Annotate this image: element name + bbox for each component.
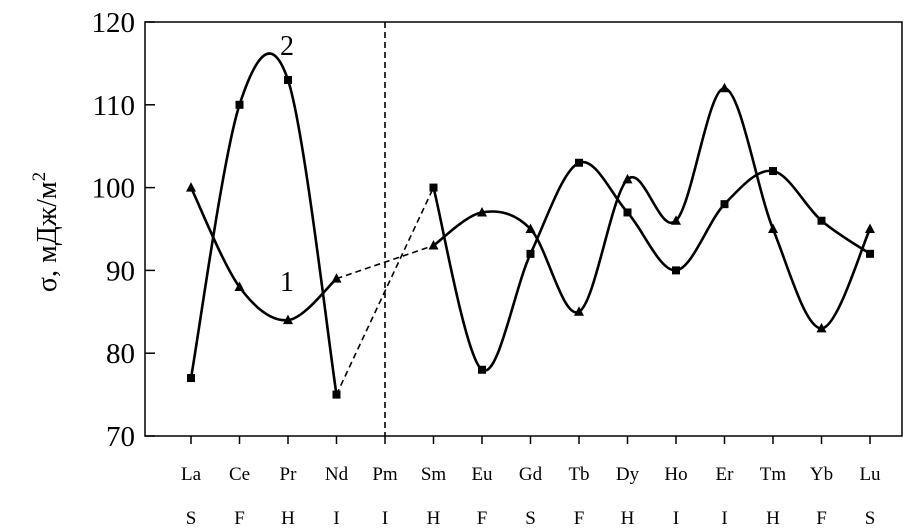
x-sublabel-0: S: [186, 508, 197, 529]
x-sublabel-14: S: [865, 508, 876, 529]
x-tick-label-11: Er: [716, 464, 735, 485]
x-tick-label-14: Lu: [859, 464, 881, 485]
x-tick-label-2: Pr: [280, 464, 298, 485]
y-axis-ticks: 70 80 90 100 110 120: [92, 7, 155, 453]
series-2-line-0: [189, 52, 338, 396]
series-1-point-Ce: [234, 281, 245, 291]
x-sublabel-12: H: [766, 508, 780, 529]
series-2-gap-link: [335, 187, 435, 395]
series-2-point-Er: [720, 200, 729, 209]
x-tick-label-4: Pm: [372, 464, 398, 485]
series-1-label: 1: [280, 267, 294, 298]
series-2-point-Gd: [526, 249, 535, 258]
y-tick-label-2: 90: [106, 255, 135, 287]
series-2-point-Tm: [769, 167, 777, 176]
series-2-label: 2: [280, 31, 294, 62]
x-sublabel-3: I: [333, 508, 339, 529]
series-1-point-Gd: [525, 223, 536, 233]
x-tick-label-1: Ce: [229, 464, 250, 485]
x-axis-labels: La Ce Pr Nd Pm Sm Eu Gd Tb Dy Ho Er Tm Yb Lu: [181, 464, 881, 485]
x-tick-label-13: Yb: [810, 464, 833, 485]
x-sublabel-1: F: [234, 508, 245, 529]
series-1-point-Tb: [574, 306, 584, 316]
plot-frame: [144, 21, 903, 437]
series-1-point-Nd: [331, 273, 342, 283]
x-sublabel-5: H: [427, 508, 441, 529]
y-axis-label-text: σ, мДж/м: [32, 181, 63, 292]
series-2-point-Ho: [672, 266, 680, 275]
series-2-line-1: [432, 160, 872, 372]
series-2-point-Ce: [235, 100, 244, 109]
series-2-point-Lu: [866, 249, 874, 258]
x-sublabel-2: H: [281, 508, 295, 529]
x-sublabel-13: F: [816, 508, 827, 529]
series-2-point-Tb: [575, 158, 583, 167]
series-1-point-Ho: [671, 215, 681, 225]
x-sublabel-4: I: [382, 508, 388, 529]
x-sublabel-11: I: [721, 508, 727, 529]
series-1-point-Dy: [622, 173, 633, 184]
x-tick-label-10: Ho: [664, 464, 687, 485]
y-tick-label-1: 80: [106, 338, 135, 370]
data-markers: [186, 75, 875, 399]
series-1-point-La: [186, 182, 196, 192]
y-tick-label-0: 70: [106, 421, 135, 453]
series-1-point-Pr: [283, 314, 293, 325]
series-1-line-0: [189, 186, 338, 322]
x-sublabel-10: I: [673, 508, 679, 529]
series-1-line-1: [432, 86, 872, 330]
y-axis-label-superscript: 2: [29, 172, 50, 182]
x-tick-label-6: Eu: [471, 464, 493, 485]
y-tick-label-4: 110: [93, 90, 135, 122]
series-2-point-Dy: [623, 208, 632, 217]
series-1-gap-link: [336, 244, 434, 280]
x-tick-label-8: Tb: [568, 464, 589, 485]
x-axis-ticks: [190, 436, 871, 444]
series-1-point-Lu: [865, 223, 875, 233]
y-tick-label-3: 100: [92, 173, 136, 205]
series-1-point-Sm: [428, 240, 439, 250]
series-2-point-Eu: [478, 365, 486, 374]
x-tick-label-7: Gd: [519, 464, 543, 485]
series-2-point-Nd: [332, 390, 341, 399]
series-1-point-Eu: [477, 206, 487, 217]
series-2-point-Pr: [284, 75, 292, 84]
x-sublabel-9: H: [621, 508, 635, 529]
x-tick-label-9: Dy: [616, 464, 640, 485]
series-2-point-Yb: [817, 216, 826, 225]
x-tick-label-0: La: [181, 464, 202, 485]
series-2-point-Sm: [429, 183, 438, 192]
series-2-point-La: [187, 374, 195, 383]
y-axis-label: σ, мДж/м2: [29, 172, 63, 292]
series-1-point-Er: [719, 82, 730, 93]
series-1-point-Yb: [816, 322, 827, 333]
x-sublabel-6: F: [477, 508, 488, 529]
series-labels: 12: [280, 31, 294, 298]
x-tick-label-5: Sm: [421, 464, 447, 485]
x-sublabel-7: S: [525, 508, 536, 529]
x-sublabel-8: F: [574, 508, 585, 529]
x-tick-label-12: Tm: [760, 464, 787, 485]
x-tick-label-3: Nd: [325, 464, 349, 485]
series-1-point-Tm: [768, 223, 778, 233]
y-tick-label-5: 120: [92, 7, 136, 39]
